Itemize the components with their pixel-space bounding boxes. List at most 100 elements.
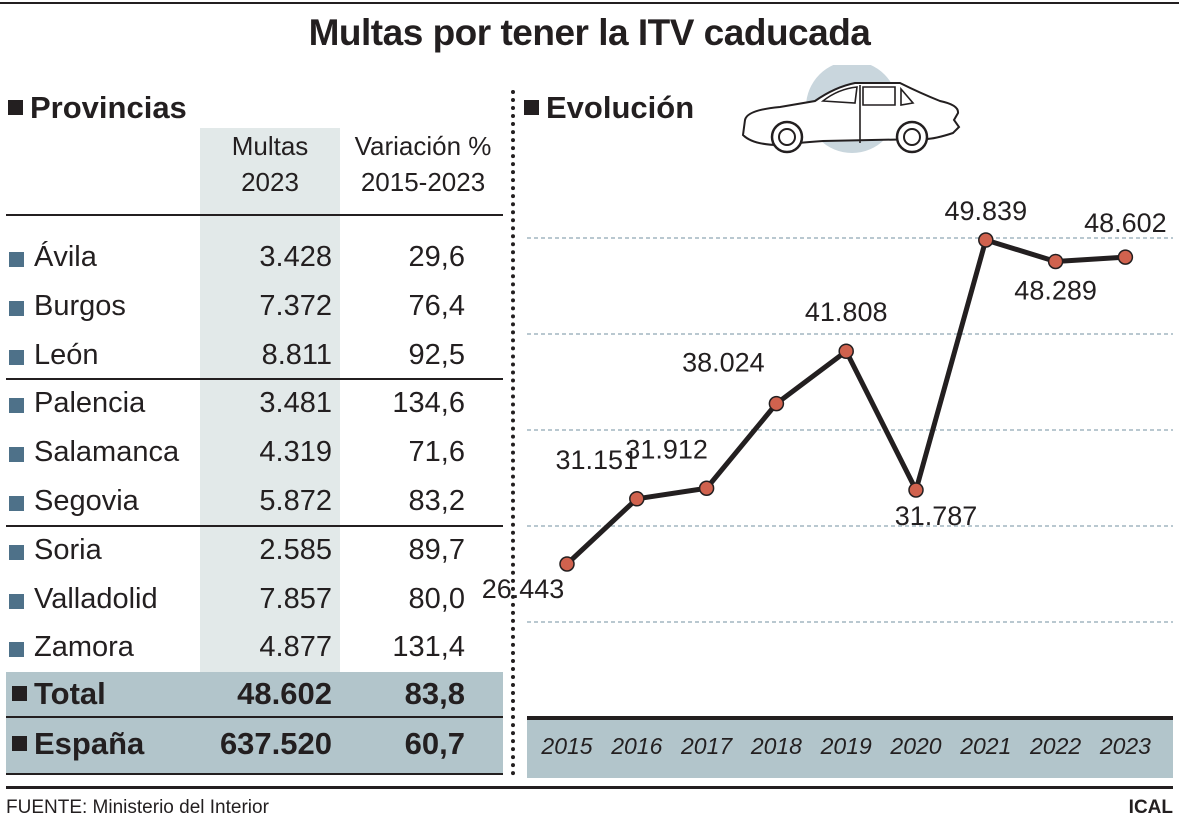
data-point [698, 480, 715, 497]
provincias-heading: Provincias [8, 90, 187, 126]
x-tick-label: 2018 [750, 733, 802, 759]
x-tick-label: 2023 [1099, 733, 1151, 759]
province-multas: 3.428 [259, 241, 332, 273]
province-name: Palencia [34, 387, 146, 420]
data-label: 48.602 [1084, 208, 1167, 238]
espana-variacion: 60,7 [404, 726, 465, 761]
square-bullet-icon [524, 100, 539, 115]
province-variacion: 83,2 [408, 485, 465, 517]
header-multas-line2: 2023 [241, 167, 299, 197]
province-variacion: 80,0 [408, 582, 465, 615]
data-label: 48.289 [1014, 275, 1097, 305]
data-point [629, 491, 645, 507]
province-variacion: 92,5 [408, 338, 465, 371]
x-tick-label: 2021 [959, 733, 1011, 759]
total-multas: 48.602 [237, 676, 332, 711]
x-tick-label: 2022 [1029, 733, 1081, 759]
row-divider [6, 525, 503, 527]
province-variacion: 29,6 [408, 241, 465, 273]
province-name: Burgos [34, 289, 126, 322]
table-bottom-rule [6, 773, 503, 775]
dotted-separator [511, 90, 515, 776]
province-multas: 8.811 [261, 338, 332, 371]
chart-title: Evolución [546, 90, 695, 125]
data-point [768, 395, 785, 412]
province-variacion: 76,4 [408, 289, 465, 322]
data-point [838, 343, 854, 359]
table-row: Salamanca 4.319 71,6 [0, 430, 505, 478]
data-point [1047, 253, 1064, 270]
square-bullet-icon [9, 496, 24, 511]
province-variacion: 131,4 [392, 631, 465, 664]
data-label: 41.808 [805, 297, 888, 327]
square-bullet-icon [9, 447, 24, 463]
data-point [559, 556, 575, 572]
row-divider [6, 716, 503, 718]
multas-column-shade [200, 128, 340, 672]
data-point [1117, 249, 1134, 265]
data-label: 31.151 [556, 445, 639, 475]
header-variacion: Variación % 2015-2023 [340, 128, 506, 200]
top-rule [0, 2, 1179, 4]
square-bullet-icon [12, 686, 27, 701]
province-multas: 4.877 [259, 631, 332, 664]
x-tick-label: 2016 [610, 733, 662, 759]
table-row: Burgos 7.372 76,4 [0, 284, 505, 332]
province-name: León [34, 338, 99, 371]
province-name: Zamora [34, 631, 134, 664]
x-tick-label: 2017 [680, 733, 733, 759]
x-tick-label: 2020 [889, 733, 941, 759]
brand-logo: ICAL [1128, 797, 1173, 818]
header-divider [6, 214, 503, 216]
table-row: Segovia 5.872 83,2 [0, 479, 505, 527]
province-multas: 7.372 [259, 289, 332, 322]
data-label: 31.787 [895, 501, 978, 531]
table-row: Valladolid 7.857 80,0 [0, 577, 505, 625]
x-tick-label: 2019 [820, 733, 872, 759]
data-point [978, 232, 994, 248]
total-variacion: 83,8 [404, 676, 465, 711]
header-variacion-line1: Variación % [354, 131, 492, 161]
square-bullet-icon [9, 642, 24, 658]
square-bullet-icon [8, 100, 23, 115]
square-bullet-icon [9, 349, 24, 365]
car-icon [741, 65, 961, 154]
data-label: 49.839 [945, 196, 1028, 226]
data-point [908, 482, 924, 498]
table-row: Ávila 3.428 29,6 [0, 235, 505, 283]
footer-rule [6, 786, 1173, 789]
x-axis-band [527, 716, 1173, 778]
header-variacion-line2: 2015-2023 [360, 167, 486, 197]
data-label: 38.024 [682, 348, 765, 378]
square-bullet-icon [9, 300, 24, 316]
espana-row: España 637.520 60,7 [6, 718, 503, 773]
espana-multas: 637.520 [219, 726, 332, 761]
evolucion-heading: Evolución [524, 90, 694, 126]
province-variacion: 89,7 [408, 533, 465, 566]
total-label: Total [34, 676, 106, 711]
province-multas: 7.857 [259, 582, 332, 615]
row-divider [6, 378, 503, 380]
province-name: Ávila [34, 241, 97, 273]
province-name: Valladolid [34, 582, 158, 615]
header-multas-line1: Multas [231, 131, 309, 161]
x-tick-label: 2015 [540, 733, 592, 759]
province-multas: 5.872 [259, 485, 332, 517]
total-row: Total 48.602 83,8 [6, 672, 503, 717]
province-name: Soria [34, 533, 102, 566]
header-multas: Multas 2023 [200, 128, 340, 200]
province-variacion: 134,6 [392, 387, 465, 420]
data-label: 31.912 [625, 434, 708, 464]
province-multas: 2.585 [259, 533, 332, 566]
source-note: FUENTE: Ministerio del Interior [6, 797, 269, 818]
espana-label: España [34, 726, 145, 761]
table-row: Zamora 4.877 131,4 [0, 625, 505, 673]
data-label: 26.443 [482, 574, 565, 604]
province-multas: 3.481 [259, 387, 332, 420]
square-bullet-icon [9, 593, 24, 609]
square-bullet-icon [12, 736, 27, 751]
table-row: Soria 2.585 89,7 [0, 528, 505, 576]
table-row: León 8.811 92,5 [0, 333, 505, 381]
